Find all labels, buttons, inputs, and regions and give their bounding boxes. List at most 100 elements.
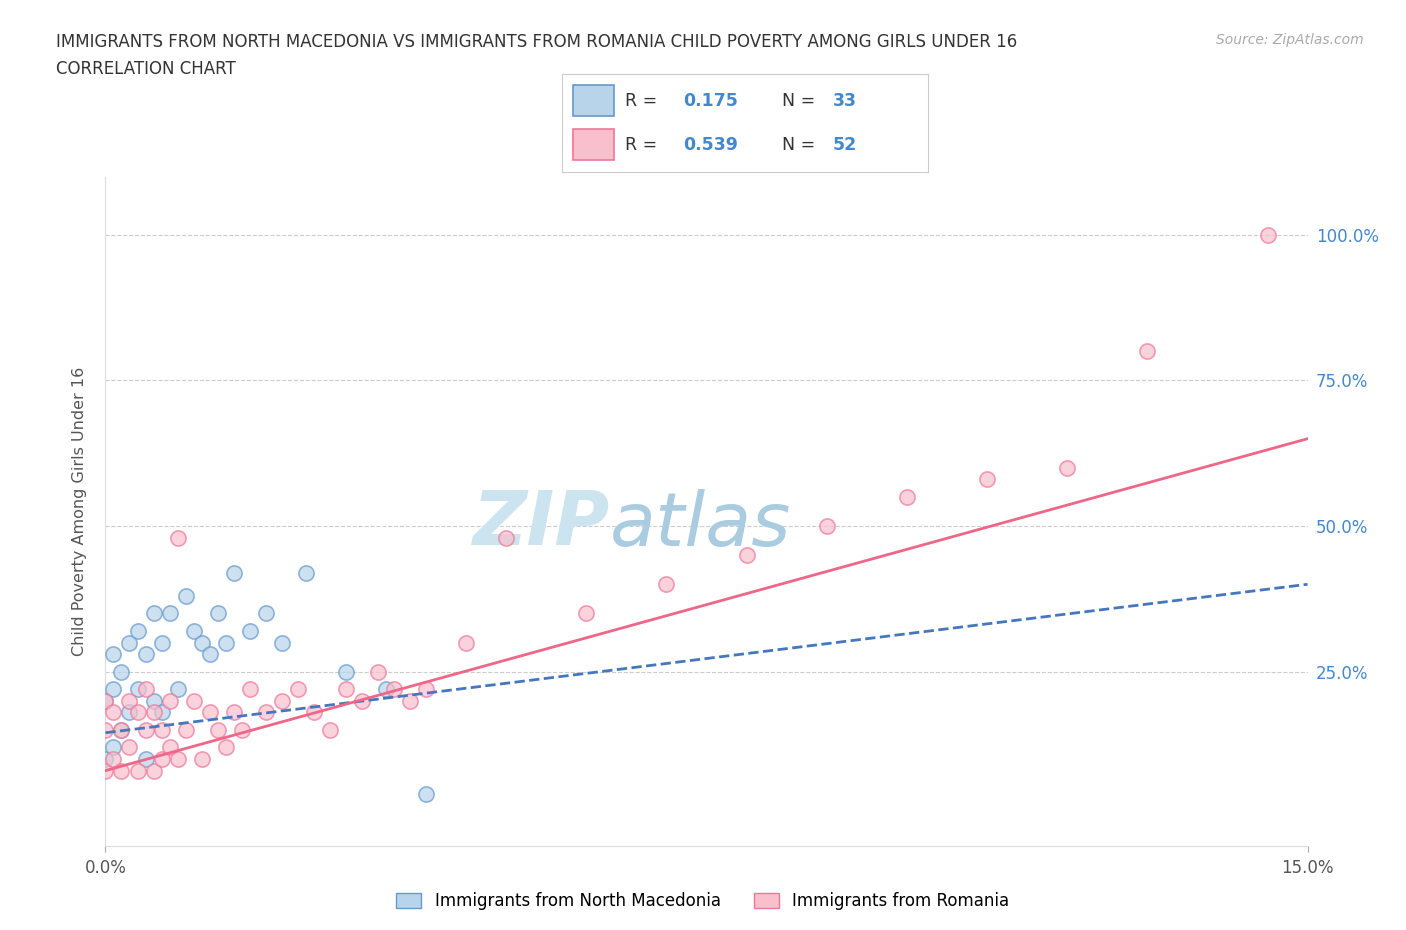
Point [190,751,212,766]
Point [302,705,325,720]
Point [896,489,918,504]
Point [142,705,165,720]
Point [127,705,149,720]
Point [110,723,132,737]
Point [1056,460,1078,475]
Point [287,682,309,697]
Point [198,646,221,661]
Point [295,565,318,580]
Point [94,723,117,737]
Point [1136,344,1159,359]
Point [222,565,245,580]
Point [103,751,125,766]
Y-axis label: Child Poverty Among Girls Under 16: Child Poverty Among Girls Under 16 [72,366,87,657]
Text: ZIP: ZIP [472,488,610,562]
Point [118,693,141,708]
Point [150,723,173,737]
Point [254,705,277,720]
Point [190,635,212,650]
Point [198,705,221,720]
FancyBboxPatch shape [574,86,613,116]
Point [335,682,357,697]
Point [166,682,188,697]
Point [214,740,236,755]
Point [103,682,125,697]
Point [367,664,389,679]
Point [150,751,173,766]
Text: R =: R = [624,136,657,153]
Legend: Immigrants from North Macedonia, Immigrants from Romania: Immigrants from North Macedonia, Immigra… [389,885,1017,917]
Point [135,723,157,737]
Point [350,693,373,708]
Point [655,577,678,591]
Point [94,693,117,708]
Point [415,787,437,802]
Point [103,740,125,755]
Point [335,664,357,679]
Point [110,664,132,679]
Point [575,606,598,621]
Point [150,635,173,650]
Point [159,693,181,708]
Point [150,705,173,720]
Text: CORRELATION CHART: CORRELATION CHART [56,60,236,78]
Point [103,646,125,661]
Point [454,635,477,650]
Point [415,682,437,697]
Point [319,723,342,737]
Text: 33: 33 [832,92,856,110]
Point [159,740,181,755]
Point [183,693,205,708]
Text: 0.175: 0.175 [683,92,738,110]
Text: atlas: atlas [610,489,792,561]
Point [94,693,117,708]
Point [127,764,149,778]
Point [94,751,117,766]
Point [135,682,157,697]
Point [382,682,405,697]
Point [135,646,157,661]
Point [166,751,188,766]
Point [110,764,132,778]
Text: 0.539: 0.539 [683,136,738,153]
Point [270,693,292,708]
Text: IMMIGRANTS FROM NORTH MACEDONIA VS IMMIGRANTS FROM ROMANIA CHILD POVERTY AMONG G: IMMIGRANTS FROM NORTH MACEDONIA VS IMMIG… [56,33,1018,50]
Point [166,530,188,545]
Text: N =: N = [782,92,815,110]
Point [142,606,165,621]
Point [239,682,262,697]
Point [239,623,262,638]
Point [110,723,132,737]
Point [214,635,236,650]
Text: Source: ZipAtlas.com: Source: ZipAtlas.com [1216,33,1364,46]
Point [976,472,998,487]
Point [374,682,398,697]
Point [118,705,141,720]
Point [174,723,197,737]
Point [118,740,141,755]
Point [1257,228,1279,243]
Point [142,693,165,708]
Point [183,623,205,638]
Point [735,548,758,563]
Point [118,635,141,650]
Point [207,723,229,737]
Point [231,723,253,737]
Point [254,606,277,621]
Point [270,635,292,650]
Point [174,589,197,604]
Point [127,682,149,697]
Point [142,764,165,778]
Point [159,606,181,621]
Point [94,764,117,778]
Text: R =: R = [624,92,657,110]
FancyBboxPatch shape [574,129,613,160]
Point [103,705,125,720]
Point [207,606,229,621]
Text: N =: N = [782,136,815,153]
Point [135,751,157,766]
Point [127,623,149,638]
Text: 52: 52 [832,136,858,153]
Point [495,530,517,545]
Point [222,705,245,720]
